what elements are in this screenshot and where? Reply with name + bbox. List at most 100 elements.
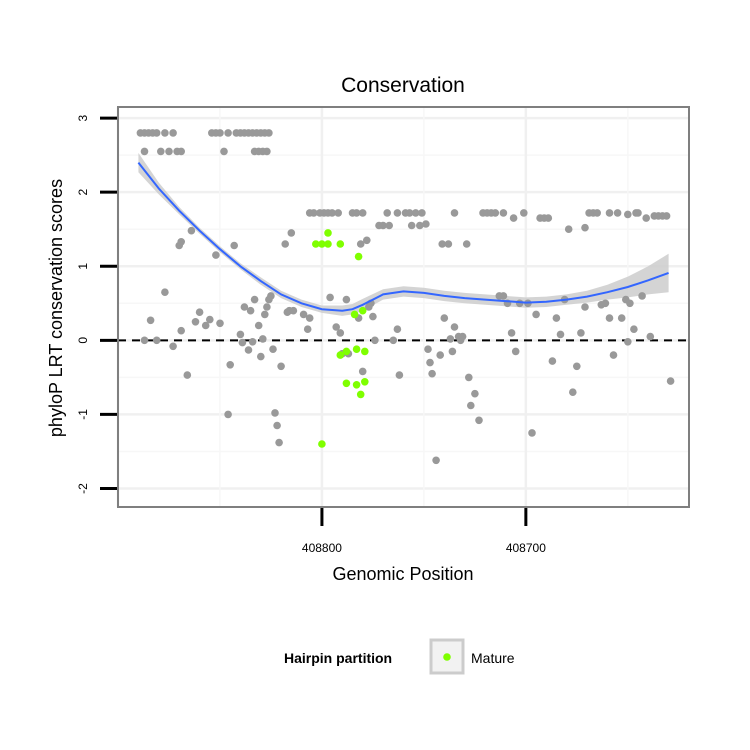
x-axis-title: Genomic Position xyxy=(332,564,473,584)
data-point xyxy=(573,362,581,371)
data-point xyxy=(140,147,149,156)
data-point xyxy=(206,315,214,324)
data-point xyxy=(310,209,318,217)
mature-data-point xyxy=(318,440,326,448)
data-point xyxy=(216,319,224,328)
data-point xyxy=(552,314,561,322)
mature-data-point xyxy=(354,252,363,261)
y-tick-label: 1 xyxy=(76,263,90,270)
data-point xyxy=(613,209,622,217)
legend-mature-swatch xyxy=(443,653,451,661)
data-point xyxy=(257,352,265,361)
data-point xyxy=(509,214,518,222)
data-point xyxy=(418,209,426,217)
data-point xyxy=(146,316,155,325)
data-point xyxy=(358,367,367,376)
smooth-line xyxy=(137,161,669,312)
mature-data-point xyxy=(356,390,365,399)
data-point xyxy=(626,299,634,308)
data-point xyxy=(438,240,447,248)
data-point xyxy=(177,238,185,246)
data-point xyxy=(263,303,271,311)
data-point xyxy=(157,147,165,156)
data-point xyxy=(277,362,285,371)
data-point xyxy=(250,295,259,304)
data-point xyxy=(356,240,365,248)
data-point xyxy=(450,209,459,217)
data-point xyxy=(246,306,255,315)
data-point xyxy=(287,229,296,237)
legend: Hairpin partition Mature xyxy=(284,638,515,675)
data-point xyxy=(467,401,475,410)
data-point xyxy=(220,147,228,156)
data-point xyxy=(475,416,483,425)
x-tick-label: 408800 xyxy=(302,541,342,555)
x-tick-label: 408700 xyxy=(506,541,546,555)
data-point xyxy=(342,295,351,304)
y-tick-label: 0 xyxy=(76,337,90,344)
data-point xyxy=(187,226,196,235)
data-point xyxy=(393,325,402,334)
data-point xyxy=(281,240,290,248)
data-point xyxy=(191,318,200,326)
data-point xyxy=(303,325,312,334)
data-point xyxy=(471,389,479,398)
data-point xyxy=(389,336,398,345)
legend-label-mature: Mature xyxy=(471,650,515,666)
y-tick-label: -2 xyxy=(76,483,90,494)
data-point xyxy=(259,335,267,343)
data-point xyxy=(240,303,249,311)
data-point xyxy=(271,409,279,417)
data-point xyxy=(183,371,192,379)
data-point xyxy=(161,288,169,297)
data-point xyxy=(624,210,632,219)
data-point xyxy=(440,314,449,322)
data-point xyxy=(261,310,269,319)
data-point xyxy=(216,129,224,137)
data-point xyxy=(564,225,573,233)
data-point xyxy=(411,209,420,217)
data-point xyxy=(569,388,577,397)
grid xyxy=(116,107,689,507)
data-point xyxy=(424,345,432,354)
plot-panel xyxy=(118,107,689,507)
mature-data-point xyxy=(350,310,359,319)
data-point xyxy=(395,371,404,379)
data-point xyxy=(275,438,283,447)
data-point xyxy=(328,209,336,217)
data-point xyxy=(422,220,430,228)
data-point xyxy=(230,241,238,250)
points-layer xyxy=(136,129,675,465)
data-point xyxy=(507,329,516,337)
data-point xyxy=(224,410,232,419)
mature-data-point xyxy=(358,306,367,315)
data-point xyxy=(195,308,204,317)
data-point xyxy=(177,326,185,335)
mature-data-point xyxy=(361,378,369,386)
data-point xyxy=(371,336,379,345)
mature-data-point xyxy=(342,379,351,388)
data-point xyxy=(363,236,371,245)
data-point xyxy=(226,361,234,369)
data-point xyxy=(332,323,341,331)
data-point xyxy=(581,223,589,232)
data-point xyxy=(416,221,424,230)
mature-data-point xyxy=(324,240,332,248)
data-point xyxy=(444,240,453,248)
data-point xyxy=(212,251,220,259)
data-point xyxy=(369,312,377,321)
smooth-line-layer xyxy=(137,161,669,312)
data-point xyxy=(662,212,671,220)
data-point xyxy=(544,214,553,222)
data-point xyxy=(520,209,528,217)
mature-data-point xyxy=(336,240,345,248)
mature-data-point xyxy=(318,240,326,248)
data-point xyxy=(383,209,392,217)
data-point xyxy=(426,358,434,367)
data-point xyxy=(177,147,185,156)
data-point xyxy=(428,369,436,378)
data-point xyxy=(269,345,277,354)
data-point xyxy=(379,221,387,230)
data-point xyxy=(244,346,253,354)
